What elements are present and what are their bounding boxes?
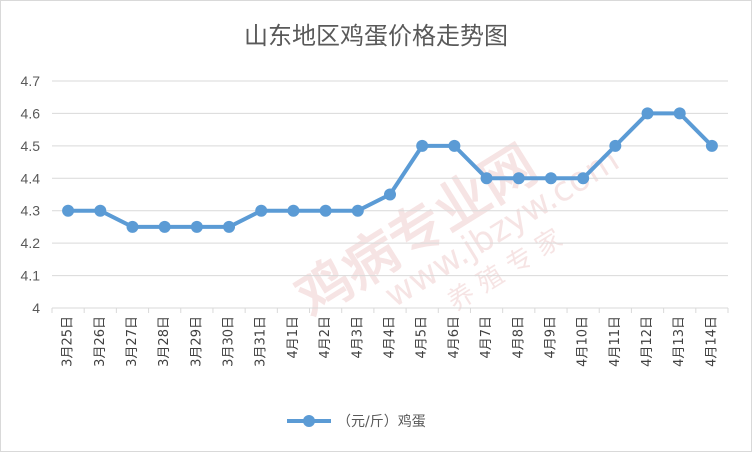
- y-tick-label: 4.5: [21, 138, 41, 154]
- data-point: [94, 204, 107, 217]
- x-tick-label: 3月30日: [222, 316, 237, 367]
- data-point: [512, 172, 525, 185]
- series-layer: [62, 107, 718, 233]
- x-tick-label: 4月13日: [672, 316, 687, 367]
- x-tick-label: 4月6日: [447, 316, 462, 359]
- data-point: [577, 172, 590, 185]
- data-point: [609, 139, 622, 152]
- data-point: [480, 172, 493, 185]
- x-axis: 3月25日 3月26日 3月27日 3月28日 3月29日 3月30日 3月31日 4月1日 4…: [51, 308, 729, 367]
- data-point: [416, 139, 429, 152]
- x-tick-label: 3月31日: [254, 316, 269, 367]
- y-tick-label: 4.6: [21, 105, 41, 121]
- y-tick-label: 4.7: [21, 73, 41, 89]
- data-point: [448, 139, 461, 152]
- y-tick-label: 4.3: [21, 203, 41, 219]
- x-tick-label: 4月9日: [543, 316, 558, 359]
- x-tick-label: 4月8日: [511, 316, 526, 359]
- data-point: [158, 220, 171, 233]
- y-tick-label: 4.2: [21, 235, 41, 251]
- x-tick-label: 4月10日: [576, 316, 591, 367]
- x-tick-label: 4月7日: [479, 316, 494, 359]
- data-point: [126, 220, 139, 233]
- x-tick-label: 4月14日: [704, 316, 719, 367]
- data-point: [255, 204, 268, 217]
- y-tick-label: 4.1: [21, 268, 41, 284]
- y-axis: 4.7 4.6 4.5 4.4 4.3 4.2 4.1 4: [21, 73, 41, 316]
- y-tick-label: 4.4: [21, 170, 41, 186]
- data-point: [384, 188, 396, 201]
- legend-marker: [303, 415, 315, 427]
- x-tick-label: 4月11日: [608, 316, 623, 367]
- data-point: [62, 204, 75, 217]
- data-point: [544, 172, 557, 185]
- x-tick-label: 3月29日: [189, 316, 204, 367]
- x-tick-label: 3月26日: [93, 316, 108, 367]
- x-tick-label: 4月12日: [640, 316, 655, 367]
- x-tick-label: 3月27日: [125, 316, 140, 367]
- data-point: [641, 107, 654, 120]
- y-tick-label: 4: [32, 300, 40, 316]
- data-point: [190, 220, 203, 233]
- x-tick-label: 4月2日: [318, 316, 333, 359]
- x-tick-label: 4月3日: [350, 316, 365, 359]
- x-tick-label: 3月28日: [157, 316, 172, 367]
- x-tick-label: 4月4日: [383, 316, 398, 359]
- chart-title: 山东地区鸡蛋价格走势图: [244, 22, 508, 50]
- data-point: [351, 204, 364, 217]
- data-point: [287, 204, 300, 217]
- data-point: [673, 107, 686, 120]
- data-point: [705, 139, 718, 152]
- x-tick-label: 4月5日: [415, 316, 430, 359]
- legend-label: （元/斤）鸡蛋: [337, 413, 426, 430]
- watermark: 鸡病专业网 www.jbzyw.com 养 殖 专 家: [285, 133, 626, 330]
- x-tick-label: 4月1日: [286, 316, 301, 359]
- data-point: [223, 220, 236, 233]
- x-tick-label: 3月25日: [61, 316, 76, 367]
- legend: （元/斤）鸡蛋: [287, 413, 426, 430]
- data-point: [319, 204, 332, 217]
